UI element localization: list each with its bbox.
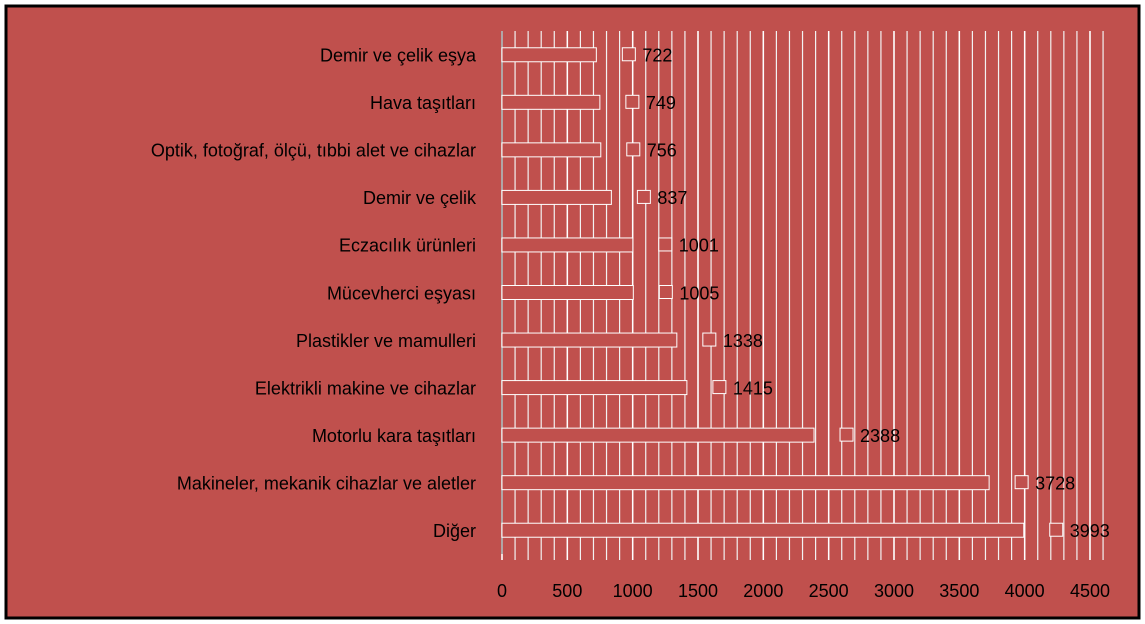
y-tick-label: Diğer [433, 521, 476, 541]
data-label: 1005 [679, 283, 719, 303]
y-tick-label: Makineler, mekanik cihazlar ve aletler [177, 473, 476, 493]
data-label: 2388 [860, 426, 900, 446]
bar [501, 332, 678, 348]
bar [501, 47, 597, 63]
data-label-key [702, 332, 717, 347]
x-tick-label: 2500 [809, 581, 849, 601]
y-tick-label: Elektrikli makine ve cihazlar [255, 378, 476, 398]
x-tick-label: 500 [552, 581, 582, 601]
y-tick-label: Eczacılık ürünleri [339, 236, 476, 256]
bar [501, 522, 1025, 538]
bar [501, 189, 612, 205]
x-tick-label: 4500 [1070, 581, 1110, 601]
x-tick-label: 1000 [613, 581, 653, 601]
y-tick-label: Demir ve çelik [363, 188, 477, 208]
x-tick-label: 1500 [678, 581, 718, 601]
data-label: 3728 [1035, 473, 1075, 493]
data-label-key [712, 380, 727, 395]
data-label-key [626, 142, 641, 157]
y-tick-label: Plastikler ve mamulleri [296, 331, 476, 351]
x-tick-label: 0 [497, 581, 507, 601]
y-tick-label: Optik, fotoğraf, ölçü, tıbbi alet ve cih… [151, 141, 476, 161]
data-label-key [621, 47, 636, 62]
data-label-key [658, 237, 673, 252]
bar [501, 142, 602, 158]
data-label-key [636, 189, 651, 204]
data-label: 837 [657, 188, 687, 208]
data-label: 756 [647, 141, 677, 161]
data-label-key [1014, 475, 1029, 490]
bar [501, 427, 815, 443]
y-tick-label: Demir ve çelik eşya [320, 46, 477, 66]
data-label-key [625, 94, 640, 109]
data-label: 1001 [679, 236, 719, 256]
bar [501, 285, 634, 300]
bar [501, 380, 688, 396]
bar [501, 475, 990, 491]
data-label-key [658, 285, 673, 299]
x-tick-label: 4000 [1005, 581, 1045, 601]
y-tick-label: Hava taşıtları [370, 93, 476, 113]
data-label-key [839, 427, 854, 442]
data-label-key [1049, 522, 1064, 537]
data-label: 1338 [723, 331, 763, 351]
data-label: 3993 [1070, 521, 1110, 541]
bar [501, 94, 601, 110]
y-tick-label: Mücevherci eşyası [327, 283, 476, 303]
data-label: 722 [642, 46, 672, 66]
bar [501, 237, 634, 253]
data-label: 749 [646, 93, 676, 113]
x-tick-label: 3500 [939, 581, 979, 601]
y-tick-label: Motorlu kara taşıtları [312, 426, 476, 446]
data-label: 1415 [733, 378, 773, 398]
x-tick-label: 3000 [874, 581, 914, 601]
x-tick-label: 2000 [743, 581, 783, 601]
